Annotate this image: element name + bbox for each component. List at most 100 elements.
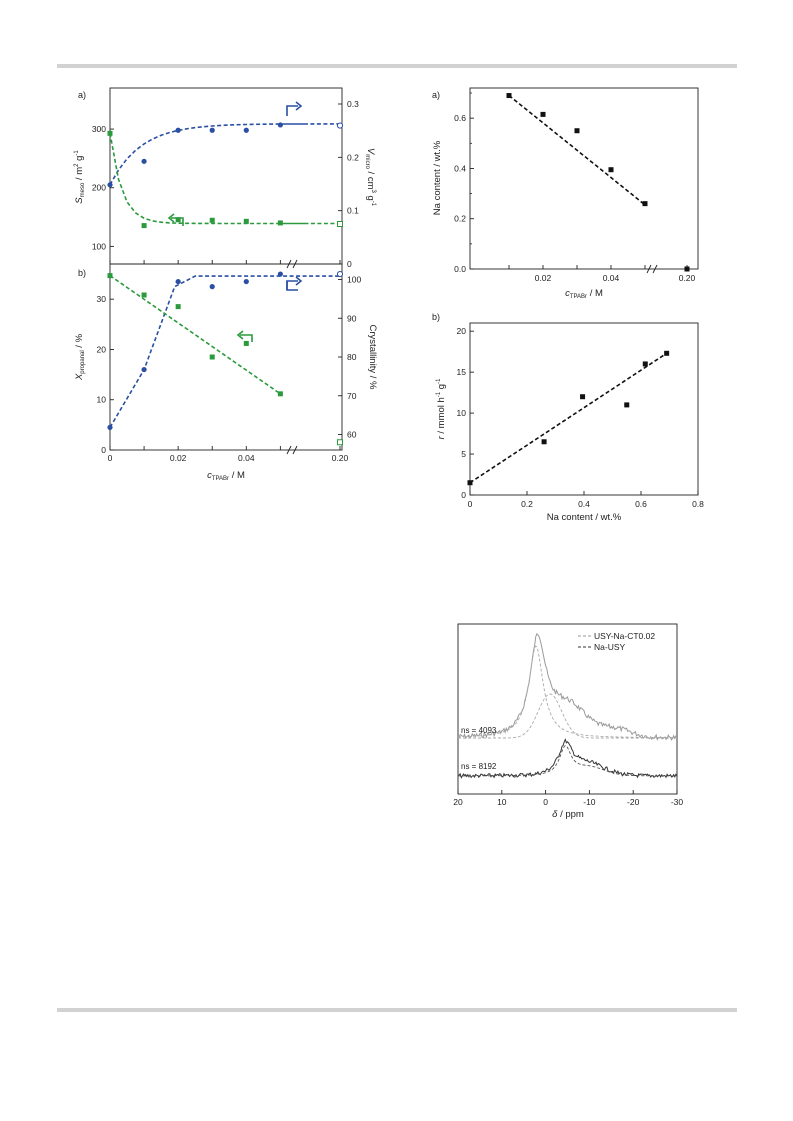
- right-axis-arrow-blue: [286, 105, 298, 116]
- x-tick-label: 0.6: [635, 499, 647, 509]
- right-axis-arrowhead-blue: [295, 101, 303, 111]
- crystallinity-point: [141, 292, 147, 298]
- spectrum-na-usy: [457, 738, 678, 779]
- crystallinity-point: [107, 273, 113, 279]
- y-right-tick-label: 0.2: [347, 152, 359, 162]
- conversion-point: [175, 278, 181, 285]
- left-b-y-right-axis-label: Crystallinity / %: [367, 325, 378, 390]
- left-a-panel-label: a): [78, 90, 86, 100]
- na-content-point: [506, 93, 512, 99]
- y-tick-label: 0.2: [454, 214, 466, 224]
- x-tick-label: 0.20: [332, 453, 349, 463]
- crystallinity-point: [175, 304, 181, 310]
- vmicro-point: [175, 217, 181, 223]
- y-right-tick-label: 0: [347, 259, 352, 269]
- y-right-tick-label: 70: [347, 391, 357, 401]
- x-tick-label: 0.20: [679, 273, 696, 283]
- right-a-frame: [469, 87, 699, 270]
- legend-label-na-usy: Na-USY: [594, 642, 626, 652]
- annotation-ns-8192: ns = 8192: [461, 762, 497, 771]
- conversion-point: [107, 424, 113, 430]
- rate-point: [541, 439, 547, 445]
- right-a-x-axis-label: cTPABr / M: [565, 288, 603, 300]
- left-a-plot: 100 200 300 0 0.1 0.2 0.3: [92, 99, 359, 269]
- smeso-point: [336, 122, 344, 129]
- fit-component-usy-na-ct002-2: [458, 693, 677, 739]
- footer-rule: [57, 1008, 737, 1012]
- left-axis-arrowhead-green: [236, 330, 244, 340]
- left-figure: 100 200 300 0 0.1 0.2 0.3 0 0.02 0.04 0.20 0 10 20 30…: [74, 87, 378, 482]
- left-axis-arrow-green: [240, 334, 253, 342]
- x-tick-label: 0.04: [238, 453, 255, 463]
- conversion-point: [336, 270, 344, 278]
- vmicro-point: [141, 223, 147, 229]
- smeso-point: [243, 127, 249, 133]
- rate-point: [664, 350, 670, 356]
- x-tick-label: -10: [583, 797, 596, 807]
- right-axis-arrow-blue: [286, 280, 298, 290]
- left-axis-arrow-green: [171, 217, 184, 226]
- right-b-plot: 0 0.2 0.4 0.6 0.8 0 5 10 15 20: [457, 326, 705, 509]
- left-b-plot: 0 0.02 0.04 0.20 0 10 20 30 60 70 80 90 100: [97, 270, 361, 463]
- x-tick-label: 0.8: [692, 499, 704, 509]
- x-axis-break-b: [292, 259, 298, 269]
- rate-point: [467, 480, 473, 486]
- left-a-y-right-axis-label: Vmicro / cm3 g-1: [364, 148, 376, 207]
- vmicro-point: [107, 130, 113, 136]
- x-axis-break-a: [286, 445, 292, 455]
- right-axis-arrowhead-blue: [295, 276, 303, 286]
- na-content-point: [608, 167, 614, 173]
- x-tick-label: 0.2: [521, 499, 533, 509]
- conversion-point: [141, 366, 147, 373]
- vmicro-point: [209, 217, 215, 223]
- na-content-point: [642, 201, 648, 207]
- rate-point: [642, 361, 648, 367]
- nmr-plot: 20 10 0 -10 -20 -30: [453, 633, 683, 807]
- left-b-y-axis-label: Xpropanal / %: [74, 333, 86, 381]
- right-a-figure: 0.02 0.04 0.20 0.0 0.2 0.4 0.6 a) Na content /…: [432, 87, 699, 300]
- right-b-y-axis-label: r / mmol h-1 g-1: [436, 378, 447, 440]
- y-tick-label: 0.4: [454, 163, 466, 173]
- conversion-point: [277, 271, 283, 277]
- y-tick-label: 20: [457, 326, 467, 336]
- right-b-x-axis-label: Na content / wt.%: [547, 512, 622, 523]
- annotation-ns-4093: ns = 4093: [461, 726, 497, 735]
- legend-label-usy-na-ct002: USY-Na-CT0.02: [594, 631, 655, 641]
- vmicro-fit-curve: [109, 133, 340, 225]
- conversion-point: [209, 284, 215, 290]
- rate-fit-line: [469, 352, 668, 484]
- smeso-point: [175, 127, 181, 133]
- x-axis-break-a: [646, 264, 652, 274]
- crystallinity-point: [209, 354, 215, 360]
- crystallinity-point: [243, 340, 249, 346]
- header-rule: [57, 64, 737, 68]
- y-left-tick-label: 200: [92, 183, 106, 193]
- y-tick-label: 0.6: [454, 113, 466, 123]
- y-tick-label: 5: [461, 449, 466, 459]
- y-tick-label: 0: [461, 490, 466, 500]
- x-tick-label: 0: [468, 499, 473, 509]
- left-b-frame: [109, 263, 343, 451]
- x-tick-label: 0.4: [578, 499, 590, 509]
- left-b-x-axis-label: cTPABr / M: [207, 470, 245, 482]
- na-content-fit-line: [508, 94, 646, 206]
- spectrum-usy-na-ct002: [457, 633, 678, 741]
- x-axis-break-a: [286, 259, 292, 269]
- conversion-fit-curve: [109, 275, 341, 428]
- y-left-tick-label: 0: [101, 445, 106, 455]
- y-tick-label: 0.0: [454, 264, 466, 274]
- left-a-y-axis-label: Smeso / m2 g-1: [74, 150, 86, 204]
- y-right-tick-label: 90: [347, 313, 357, 323]
- x-tick-label: 0.02: [170, 453, 187, 463]
- x-tick-label: 0: [108, 453, 113, 463]
- crystallinity-point: [337, 439, 343, 446]
- y-right-tick-label: 0.3: [347, 99, 359, 109]
- x-tick-label: 10: [497, 797, 507, 807]
- smeso-fit-curve: [109, 123, 340, 186]
- right-a-y-axis-label: Na content / wt.%: [432, 140, 443, 215]
- x-tick-label: 20: [453, 797, 463, 807]
- rate-point: [624, 402, 630, 408]
- x-axis-break-b: [652, 264, 658, 274]
- vmicro-point: [277, 220, 283, 226]
